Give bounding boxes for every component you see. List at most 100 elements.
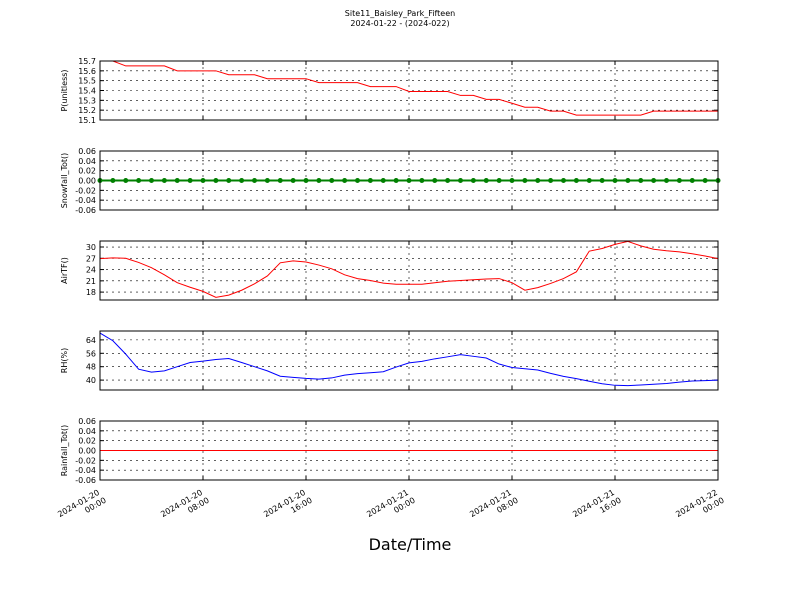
- data-point: [316, 178, 322, 183]
- data-point: [573, 178, 579, 183]
- y-tick-label: 30: [86, 243, 96, 252]
- y-tick-label: 0.06: [78, 417, 96, 426]
- data-point: [419, 178, 425, 183]
- y-tick-label: 18: [86, 288, 96, 297]
- data-point: [702, 178, 708, 183]
- y-tick-label: 21: [86, 277, 96, 286]
- plot-frame: [99, 60, 719, 121]
- data-point: [586, 178, 592, 183]
- y-tick-label: -0.02: [75, 186, 96, 195]
- y-axis-label: Snowfall_Tot(): [60, 153, 69, 209]
- data-point: [123, 178, 129, 183]
- series-line: [99, 240, 719, 298]
- y-tick-label: -0.06: [75, 476, 96, 485]
- y-axis-label: AirTF(): [60, 257, 69, 284]
- data-point: [676, 178, 682, 183]
- data-point: [290, 178, 296, 183]
- data-point: [226, 178, 232, 183]
- data-point: [509, 178, 515, 183]
- data-point: [187, 178, 193, 183]
- data-point: [355, 178, 360, 183]
- data-point: [367, 178, 373, 183]
- series-line: [99, 332, 719, 387]
- x-tick-label: 2024-01-2200:00: [674, 487, 726, 528]
- x-tick-label: 2024-01-2100:00: [365, 487, 417, 528]
- data-point: [380, 178, 386, 183]
- data-point: [264, 178, 270, 183]
- data-point: [252, 178, 257, 183]
- data-point: [561, 178, 566, 183]
- y-tick-label: 15.2: [78, 106, 96, 115]
- data-point: [535, 178, 541, 183]
- plot-frame: [99, 420, 719, 481]
- y-tick-label: 27: [86, 254, 96, 263]
- y-tick-label: 56: [86, 349, 96, 358]
- data-point: [161, 178, 167, 183]
- y-tick-label: 15.6: [78, 67, 96, 76]
- data-point: [213, 178, 219, 183]
- y-tick-label: 24: [86, 266, 96, 275]
- plot-frame: [99, 150, 719, 211]
- y-tick-label: 0.00: [78, 177, 96, 186]
- data-point: [393, 178, 399, 183]
- y-tick-label: 0.06: [78, 147, 96, 156]
- data-point: [689, 178, 695, 183]
- y-tick-label: 0.04: [78, 157, 96, 166]
- data-point: [664, 178, 669, 183]
- data-point: [651, 178, 657, 183]
- y-axis-label: RH(%): [60, 348, 69, 373]
- data-point: [496, 178, 502, 183]
- data-point: [432, 178, 438, 183]
- y-axis-label: P(unitless): [60, 69, 69, 111]
- y-tick-label: 15.1: [78, 116, 96, 125]
- x-tick-label: 2024-01-2008:00: [159, 487, 211, 528]
- y-tick-label: -0.04: [75, 196, 96, 205]
- y-tick-label: 0.02: [78, 437, 96, 446]
- data-point: [445, 178, 451, 183]
- data-point: [277, 178, 283, 183]
- data-point: [136, 178, 142, 183]
- y-tick-label: 15.5: [78, 77, 96, 86]
- data-point: [522, 178, 528, 183]
- y-tick-label: 64: [86, 336, 96, 345]
- x-tick-label: 2024-01-2108:00: [468, 487, 520, 528]
- data-point: [200, 178, 206, 183]
- x-tick-label: 2024-01-2016:00: [262, 487, 314, 528]
- y-tick-label: 15.7: [78, 57, 96, 66]
- data-point: [342, 178, 348, 183]
- data-point: [329, 178, 335, 183]
- series-line: [100, 60, 718, 116]
- data-point: [458, 178, 463, 183]
- data-point: [599, 178, 605, 183]
- y-tick-label: 40: [86, 376, 96, 385]
- y-tick-label: 0.02: [78, 167, 96, 176]
- data-point: [110, 178, 116, 183]
- data-point: [406, 178, 412, 183]
- data-point: [638, 178, 644, 183]
- plot-frame: [99, 240, 719, 301]
- data-point: [548, 178, 554, 183]
- data-point: [470, 178, 476, 183]
- y-tick-label: -0.04: [75, 466, 96, 475]
- y-tick-label: 0.04: [78, 427, 96, 436]
- data-point: [174, 178, 180, 183]
- data-point: [239, 178, 245, 183]
- y-tick-label: 15.4: [78, 87, 96, 96]
- x-tick-label: 2024-01-2116:00: [571, 487, 623, 528]
- figure-title: Site11_Baisley_Park_Fifteen: [345, 9, 455, 18]
- data-point: [303, 178, 309, 183]
- data-point: [149, 178, 154, 183]
- data-point: [483, 178, 489, 183]
- figure-subtitle: 2024-01-22 - (2024-022): [350, 19, 449, 28]
- data-point: [612, 178, 618, 183]
- data-point: [625, 178, 631, 183]
- y-tick-label: -0.02: [75, 456, 96, 465]
- y-tick-label: 0.00: [78, 447, 96, 456]
- y-tick-label: -0.06: [75, 206, 96, 215]
- y-axis-label: Rainfall_Tot(): [60, 425, 69, 477]
- y-tick-label: 48: [86, 363, 96, 372]
- y-tick-label: 15.3: [78, 96, 96, 105]
- x-axis-label: Date/Time: [369, 535, 452, 554]
- x-tick-label: 2024-01-2000:00: [56, 487, 108, 528]
